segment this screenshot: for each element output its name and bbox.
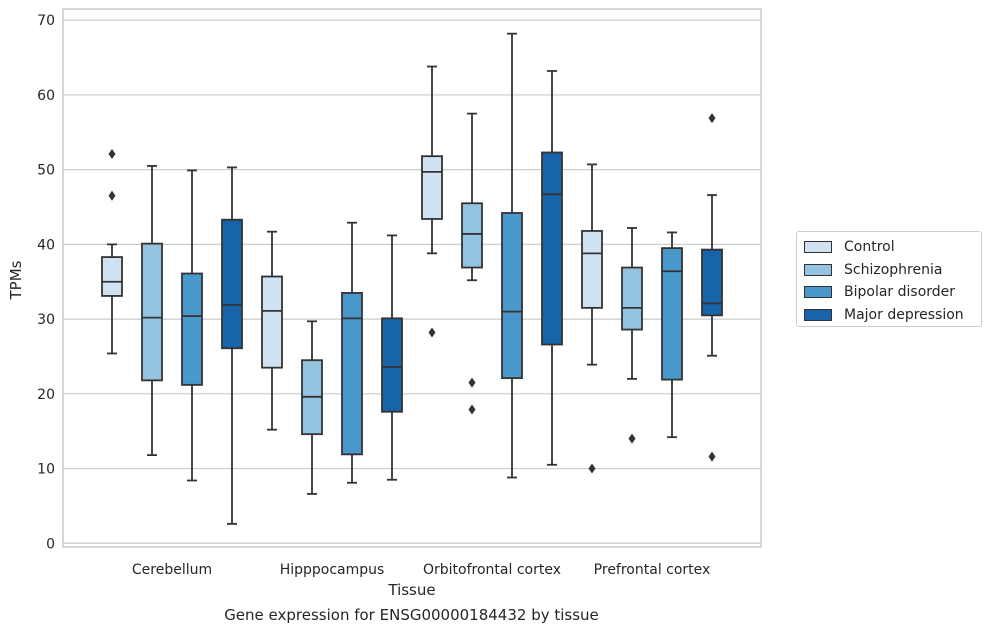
legend-label: Bipolar disorder <box>844 284 956 301</box>
legend-item-schizophrenia: Schizophrenia <box>804 259 974 282</box>
box-major-depression <box>701 113 723 462</box>
box-iqr <box>581 230 603 309</box>
box-bipolar-disorder <box>501 32 523 479</box>
x-tick-label: Orbitofrontal cortex <box>423 562 561 578</box>
box-bipolar-disorder <box>661 231 683 439</box>
y-tick-label: 60 <box>37 88 55 104</box>
y-tick-label: 40 <box>37 237 55 253</box>
outlier-point <box>108 148 116 159</box>
legend-item-major-depression: Major depression <box>804 304 974 327</box>
legend-swatch <box>804 241 832 254</box>
y-tick-label: 10 <box>37 462 55 478</box>
box-iqr <box>381 317 403 413</box>
y-tick-label: 50 <box>37 163 55 179</box>
box-control <box>101 148 123 355</box>
box-major-depression <box>541 70 563 466</box>
box-groups <box>101 32 723 525</box>
box-iqr <box>341 292 363 456</box>
box-iqr <box>261 275 283 369</box>
box-schizophrenia <box>141 165 163 456</box>
box-iqr <box>221 218 243 350</box>
legend-item-bipolar-disorder: Bipolar disorder <box>804 281 974 304</box>
box-iqr <box>461 202 483 269</box>
outlier-point <box>708 113 716 124</box>
legend-swatch <box>804 308 832 321</box>
box-schizophrenia <box>461 112 483 415</box>
y-tick-label: 30 <box>37 312 55 328</box>
box-bipolar-disorder <box>341 221 363 484</box>
box-bipolar-disorder <box>181 169 203 482</box>
box-iqr <box>661 247 683 381</box>
box-iqr <box>181 272 203 386</box>
y-tick-label: 20 <box>37 387 55 403</box>
x-tick-label: Hipppocampus <box>280 562 385 578</box>
legend-item-control: Control <box>804 236 974 259</box>
outlier-point <box>588 463 596 474</box>
box-iqr <box>501 212 523 380</box>
y-axis-label: TPMs <box>7 260 25 300</box>
box-iqr <box>701 248 723 317</box>
plot-frame <box>62 8 762 548</box>
box-iqr <box>141 242 163 382</box>
box-major-depression <box>221 166 243 525</box>
outlier-point <box>108 190 116 201</box>
box-major-depression <box>381 234 403 481</box>
legend-swatch <box>804 263 832 276</box>
y-tick-label: 0 <box>46 536 55 552</box>
outlier-point <box>468 404 476 415</box>
x-axis-label: Tissue <box>387 581 435 599</box>
box-iqr <box>541 151 563 346</box>
box-control <box>421 65 443 338</box>
x-tick-label: Cerebellum <box>132 562 212 578</box>
box-schizophrenia <box>621 227 643 444</box>
grid-lines <box>63 19 761 544</box>
box-iqr <box>101 256 123 297</box>
chart-title: Gene expression for ENSG00000184432 by t… <box>224 606 599 624</box>
outlier-point <box>428 327 436 338</box>
box-control <box>261 230 283 431</box>
y-tick-label: 70 <box>37 13 55 29</box>
outlier-point <box>468 377 476 388</box>
legend-label: Major depression <box>844 306 964 323</box>
box-iqr <box>621 266 643 331</box>
outlier-point <box>628 433 636 444</box>
x-tick-label: Prefrontal cortex <box>594 562 711 578</box>
box-schizophrenia <box>301 320 323 495</box>
box-iqr <box>421 155 443 220</box>
legend: Control Schizophrenia Bipolar disorder M… <box>796 231 982 327</box>
legend-label: Schizophrenia <box>844 261 943 278</box>
box-control <box>581 163 603 474</box>
x-tick-labels: Cerebellum Hipppocampus Orbitofrontal cort… <box>132 562 710 578</box>
y-tick-labels: 0 10 20 30 40 50 60 70 <box>37 13 55 552</box>
legend-swatch <box>804 286 832 299</box>
legend-label: Control <box>844 239 895 256</box>
outlier-point <box>708 451 716 462</box>
